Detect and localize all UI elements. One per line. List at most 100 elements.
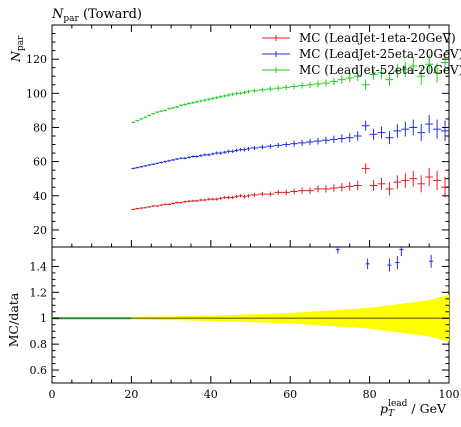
series-3 (131, 52, 449, 124)
data-point (214, 197, 219, 201)
ratio-data-layer (52, 247, 449, 342)
data-point (139, 207, 144, 209)
data-point (210, 97, 215, 100)
data-point (226, 195, 231, 200)
data-point (258, 191, 267, 197)
data-point (190, 155, 195, 158)
ratio-y-tick-label: 0.8 (30, 338, 48, 351)
data-point (163, 160, 168, 163)
data-point (198, 154, 203, 158)
xlabel-sub: T (388, 409, 395, 419)
data-point (175, 201, 180, 204)
data-point (143, 206, 148, 209)
data-point (194, 155, 199, 158)
data-point (163, 109, 168, 112)
data-point (242, 90, 247, 95)
data-point (250, 145, 259, 151)
series-1 (131, 163, 449, 211)
data-point (409, 119, 418, 136)
data-point (393, 175, 402, 189)
data-point (385, 182, 394, 196)
data-point (186, 200, 191, 203)
data-point (234, 148, 239, 153)
data-point (226, 93, 231, 97)
ratio-data-point (335, 247, 340, 254)
data-point (167, 107, 172, 110)
data-point (206, 97, 211, 101)
x-tick-label: 20 (124, 388, 138, 401)
data-point (345, 133, 354, 143)
data-point (441, 120, 449, 142)
x-tick-label: 100 (439, 388, 460, 401)
data-point (183, 157, 187, 160)
data-point (290, 140, 299, 147)
main-y-tick-label: 60 (33, 156, 47, 169)
data-point (321, 79, 330, 87)
data-point (401, 173, 410, 188)
data-point (131, 167, 136, 170)
ratio-data-point (429, 254, 434, 268)
data-point (282, 189, 291, 196)
data-point (202, 98, 207, 102)
data-point (266, 86, 275, 92)
x-axis-ticks: 0 20 40 60 80 100 (49, 25, 460, 401)
data-point (306, 138, 315, 146)
data-point (345, 73, 354, 83)
data-point (131, 208, 136, 211)
data-point (385, 131, 394, 145)
legend: MC (LeadJet-1eta-20GeV) MC (LeadJet-25eta… (262, 31, 461, 77)
data-point (361, 79, 370, 90)
data-point (139, 165, 144, 168)
data-point (238, 91, 243, 96)
data-point (214, 96, 219, 100)
data-point (329, 184, 338, 192)
data-point (361, 120, 370, 131)
data-point (179, 201, 184, 204)
data-point (393, 64, 402, 78)
data-point (171, 106, 176, 109)
x-tick-label: 60 (283, 388, 297, 401)
x-tick-label: 80 (363, 388, 377, 401)
title-sub: par (63, 14, 79, 24)
data-point (298, 139, 307, 146)
ratio-data-point (387, 258, 392, 272)
data-point (321, 136, 330, 144)
data-point (206, 197, 211, 201)
data-point (246, 193, 251, 198)
data-point (179, 157, 184, 160)
main-y-tick-label: 120 (26, 53, 47, 66)
series-2 (131, 114, 449, 170)
data-point (337, 134, 346, 143)
data-point (417, 67, 426, 85)
data-point (214, 151, 219, 155)
data-point (246, 146, 251, 151)
data-point (242, 147, 247, 152)
data-point (298, 82, 307, 89)
ratio-y-tick-label: 1.4 (30, 260, 48, 273)
data-point (218, 95, 223, 99)
data-point (361, 163, 370, 174)
x-axis-label: pTlead / GeV (380, 399, 447, 419)
main-y-tick-label: 20 (33, 224, 47, 237)
ratio-y-tick-label: 1 (40, 312, 47, 325)
chart-title: Npar (Toward) (51, 7, 142, 24)
data-point (159, 110, 164, 113)
data-point (282, 84, 291, 91)
data-point (198, 99, 203, 103)
data-point (377, 177, 386, 190)
data-point (246, 89, 251, 94)
data-point (167, 159, 172, 162)
data-point (218, 196, 223, 200)
data-point (147, 206, 152, 208)
data-point (377, 126, 386, 139)
data-point (218, 151, 223, 155)
legend-item: MC (LeadJet-1eta-20GeV) (262, 31, 456, 45)
ratio-y-axis-ticks: 0.6 0.8 1 1.2 1.4 (30, 259, 449, 377)
data-point (433, 170, 442, 190)
data-point (230, 149, 235, 154)
data-point (163, 203, 168, 206)
data-point (274, 142, 283, 148)
data-point (266, 143, 275, 149)
